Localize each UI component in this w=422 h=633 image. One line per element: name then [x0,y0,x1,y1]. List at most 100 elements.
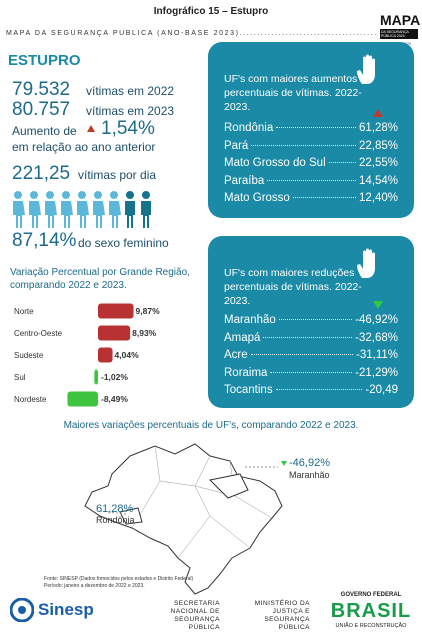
stat-label: vítimas por dia [78,168,157,182]
uf-value: 22,55% [358,157,398,169]
logo-sub: DA SEGURANÇA PÚBLICA 2024 [380,29,418,39]
increases-box: UF's com maiores aumentos percentuais de… [208,42,414,218]
box-title: UF's com maiores aumentos percentuais de… [224,73,362,113]
uf-name: Roraima [224,366,268,379]
stat-value: 80.757 [12,99,71,120]
sinesp: Sinesp [38,600,94,619]
rows: Maranhão -46,92% Amapá -32,68% Acre -31,11% Ro… [224,314,398,402]
uf-value: 12,40% [358,192,398,204]
stat-note: em relação ao ano anterior [12,140,156,154]
down-arrow [373,301,383,309]
map-name: Rondônia [96,515,135,525]
uf-value: 61,28% [358,122,398,134]
brazil-map [84,443,287,595]
stat-label: Aumento de [12,124,77,138]
category-label: Norte [14,307,34,316]
uf-value: -31,11% [356,349,398,361]
uf-name: Acre [224,349,248,361]
logo-title: MAPA [380,12,421,28]
map-name: Maranhão [289,470,330,480]
brasil: BRASIL [330,600,412,622]
category-label: Sul [14,373,26,382]
uf-value: -20,49 [365,384,398,396]
bar [67,391,98,407]
stat-value: 79.532 [12,79,71,100]
list-row: Paraíba 14,54% [224,175,398,193]
value-label: -1,02% [101,372,128,382]
leader-dots [278,319,353,320]
value-label: 9,87% [136,306,161,316]
list-row: Amapá -32,68% [224,332,398,350]
leader-dots [263,336,353,338]
category-label: Centro-Oeste [14,329,63,338]
uf-value: -46,92% [355,314,398,326]
hand-icon [357,54,375,84]
leader-dots [270,371,353,373]
map-value: -46,92% [289,457,330,469]
uf-name: Pará [224,139,249,152]
uf-name: Paraíba [224,174,265,187]
uf-value: -32,68% [355,331,398,344]
list-row: Maranhão -46,92% [224,314,398,332]
stat-label: do sexo feminino [78,236,169,250]
sinesp-logo [10,598,34,622]
bar [98,347,113,363]
bar [98,325,131,341]
list-row: Tocantins -20,49 [224,384,398,402]
uf-value: -21,29% [355,366,398,379]
leader-dots [251,144,356,146]
source: Fonte: SINESP (Dados fornecidos pelos es… [44,576,194,582]
uf-name: Mato Grosso [224,192,290,204]
list-row: Roraima -21,29% [224,367,398,385]
list-row: Pará 22,85% [224,140,398,158]
section-title: ESTUPRO [8,52,81,69]
leader-dots [328,162,356,163]
value-label: 4,04% [115,350,140,360]
leader-dots [276,127,356,128]
ministry: MINISTÉRIO DA JUSTIÇA E SEGURANÇA PÚBLIC… [254,600,310,631]
region-chart: Norte 9,87% Centro-Oeste 8,93% Sudeste 4,04% S… [14,303,161,407]
list-row: Mato Grosso 12,40% [224,192,398,210]
stat-value: 1,54% [101,118,155,139]
people-icons [13,191,151,228]
up-arrow [373,109,383,117]
leader-dots [250,354,354,355]
stat-value: 221,25 [12,163,71,184]
list-row: Acre -31,11% [224,349,398,367]
stat-label: vítimas em 2022 [86,84,175,98]
stat-label: vítimas em 2023 [86,104,175,118]
leader-dots [292,197,356,198]
uf-name: Amapá [224,331,261,344]
gov: GOVERNO FEDERAL [340,592,402,598]
leader-dots [267,179,356,181]
category-label: Nordeste [14,395,47,404]
list-row: Mato Grosso do Sul 22,55% [224,157,398,175]
senasp: SECRETARIA NACIONAL DE SEGURANÇA PÚBLICA [170,600,220,631]
uf-name: Tocantins [224,384,273,396]
uf-name: Rondônia [224,122,274,134]
hand-icon [357,248,375,278]
header-subtitle: MAPA DA SEGURANÇA PÚBLICA (ANO-BASE 2023… [6,30,376,37]
category-label: Sudeste [14,351,44,360]
uf-name: Maranhão [224,314,276,326]
stat-value: 87,14% [12,230,77,251]
map-value: 61,28% [96,503,134,515]
motto: UNIÃO E RECONSTRUÇÃO [335,623,407,629]
up-arrow [87,125,95,132]
map-title: Maiores variações percentuais de UF's, c… [63,420,359,431]
bar [94,369,98,385]
decreases-box: UF's com maiores reduções percentuais de… [208,236,414,408]
bar [98,303,134,319]
rows: Rondônia 61,28% Pará 22,85% Mato Grosso do S… [224,122,398,210]
period: Período: janeiro a dezembro de 2022 e 20… [44,583,145,589]
header-title: Infográfico 15 – Estupro [153,6,269,17]
chart-title: Variação Percentual por Grande Região, c… [10,267,190,291]
leader-dots [275,389,363,390]
uf-value: 22,85% [358,139,398,152]
box-title: UF's com maiores reduções percentuais de… [224,267,362,307]
list-row: Rondônia 61,28% [224,122,398,140]
value-label: 8,93% [132,328,157,338]
uf-value: 14,54% [358,174,398,187]
